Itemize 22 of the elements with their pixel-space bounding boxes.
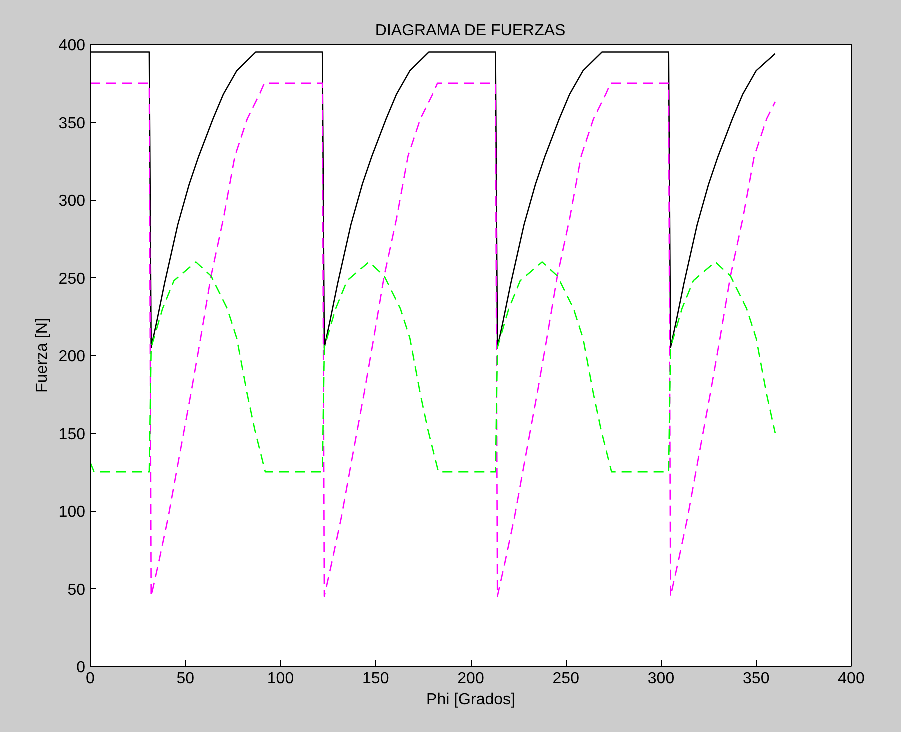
x-tick-label: 100 <box>267 670 294 688</box>
chart-title: DIAGRAMA DE FUERZAS <box>375 22 566 40</box>
line-series <box>90 262 776 473</box>
x-tick-label: 300 <box>648 670 675 688</box>
x-tick-label: 250 <box>552 670 580 688</box>
y-axis-title: Fuerza [N] <box>34 318 51 393</box>
y-tick-label: 400 <box>58 38 86 54</box>
x-axis-title: Phi [Grados] <box>426 692 516 708</box>
x-tick-label: 200 <box>458 670 484 688</box>
y-tick-label: 0 <box>76 660 86 676</box>
y-tick-label: 250 <box>58 270 86 288</box>
line-series <box>90 82 776 598</box>
x-tick-label: 50 <box>176 670 195 688</box>
y-tick-label: 100 <box>58 504 86 521</box>
x-tick-label: 400 <box>838 670 865 688</box>
x-tick-label: 350 <box>743 670 770 688</box>
y-tick-label: 50 <box>68 582 86 599</box>
y-tick-label: 350 <box>58 115 86 132</box>
y-tick-label: 300 <box>58 193 86 210</box>
y-tick-label: 200 <box>58 348 86 366</box>
x-tick-label: 150 <box>362 670 390 688</box>
y-tick-label: 150 <box>58 426 86 444</box>
